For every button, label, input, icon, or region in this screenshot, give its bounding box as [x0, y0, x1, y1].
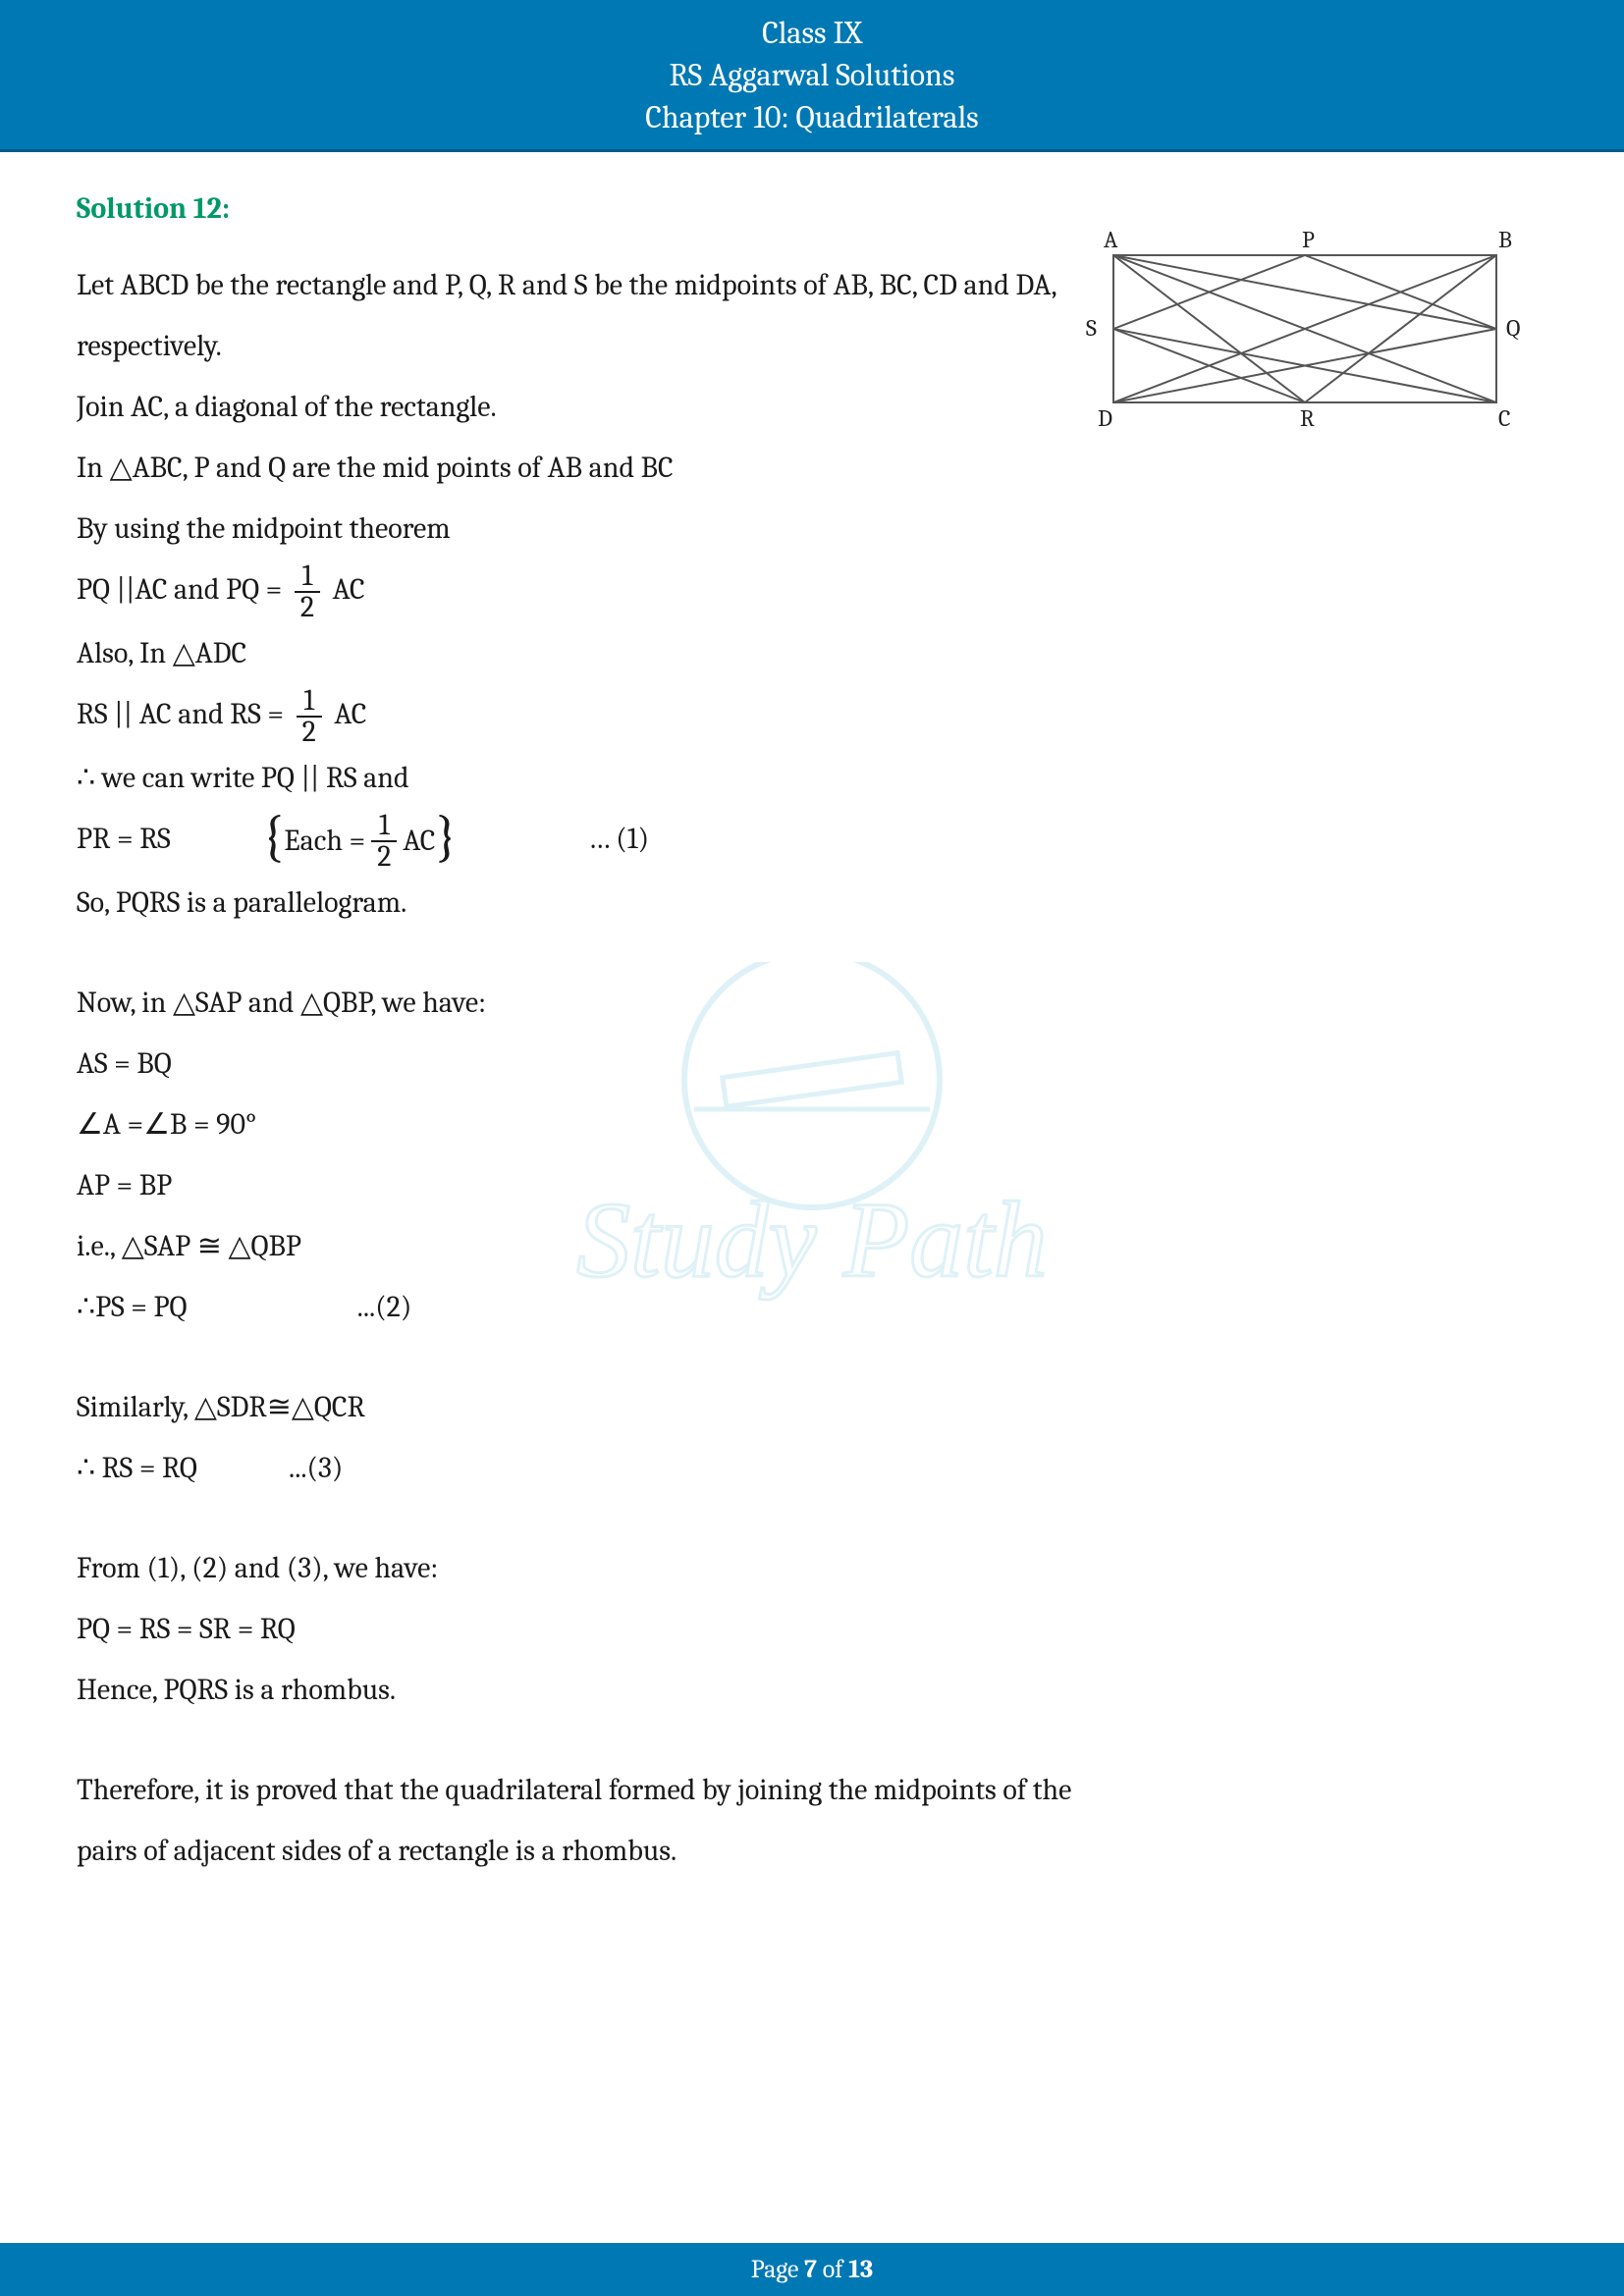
eq-text: ∴PS = PQ [77, 1290, 187, 1324]
fraction: 1 2 [297, 686, 322, 747]
footer-current-page: 7 [804, 2255, 817, 2284]
solution-title: Solution 12: [77, 180, 1547, 239]
equation-line: RS || AC and RS = 1 2 AC [77, 685, 1547, 747]
numerator: 1 [371, 811, 397, 842]
content-area: Solution 12: Let ABCD be the rectangle a… [0, 152, 1624, 1881]
eq-text: AC [403, 812, 435, 871]
text-line: AP = BP [77, 1156, 1547, 1215]
text-line: From (1), (2) and (3), we have: [77, 1539, 1547, 1598]
page-header: Class IX RS Aggarwal Solutions Chapter 1… [0, 0, 1624, 152]
eq-text: AC [334, 697, 366, 731]
text-line: Also, In △ADC [77, 624, 1547, 683]
brace-group: { Each = 1 2 AC } [262, 811, 458, 872]
numerator: 1 [295, 561, 320, 593]
text-line: Hence, PQRS is a rhombus. [77, 1661, 1547, 1720]
text-line: ∴ we can write PQ || RS and [77, 749, 1547, 808]
text-line: Therefore, it is proved that the quadril… [77, 1761, 1547, 1820]
fraction: 1 2 [371, 811, 397, 872]
eq-ref: ...(2) [357, 1290, 412, 1324]
eq-text: RS || AC and RS = [77, 697, 291, 731]
denominator: 2 [295, 593, 320, 622]
footer-prefix: Page [751, 2255, 804, 2284]
equation-line: ∴PS = PQ ...(2) [77, 1278, 1547, 1337]
equation-line: PQ ||AC and PQ = 1 2 AC [77, 561, 1547, 622]
text-line: Now, in △SAP and △QBP, we have: [77, 974, 1547, 1033]
text-line: AS = BQ [77, 1035, 1547, 1094]
eq-ref: ...(3) [289, 1451, 343, 1485]
text-line: Let ABCD be the rectangle and P, Q, R an… [77, 256, 1547, 315]
equation-line: PR = RS { Each = 1 2 AC } … (1) [77, 810, 1547, 872]
eq-text: PQ ||AC and PQ = [77, 572, 289, 607]
text-line: In △ABC, P and Q are the mid points of A… [77, 439, 1547, 498]
eq-ref: … (1) [588, 822, 649, 856]
fraction: 1 2 [295, 561, 320, 622]
text-line: Similarly, △SDR≅△QCR [77, 1378, 1547, 1437]
page-footer: Page 7 of 13 [0, 2243, 1624, 2296]
numerator: 1 [297, 686, 322, 718]
text-line: i.e., △SAP ≅ △QBP [77, 1217, 1547, 1276]
text-line: respectively. [77, 317, 1547, 376]
text-line: ∠A =∠B = 90° [77, 1095, 1547, 1154]
header-line-3: Chapter 10: Quadrilaterals [0, 96, 1624, 138]
eq-text: Each = [284, 812, 365, 871]
text-line: PQ = RS = SR = RQ [77, 1600, 1547, 1659]
text-line: By using the midpoint theorem [77, 500, 1547, 559]
footer-total-pages: 13 [848, 2255, 873, 2284]
footer-mid: of [817, 2255, 848, 2284]
eq-text: ∴ RS = RQ [77, 1451, 197, 1485]
text-line: So, PQRS is a parallelogram. [77, 874, 1547, 933]
text-line: pairs of adjacent sides of a rectangle i… [77, 1822, 1547, 1881]
eq-text: AC [333, 572, 365, 607]
eq-text: PR = RS [77, 822, 171, 856]
header-line-1: Class IX [0, 12, 1624, 54]
text-line: Join AC, a diagonal of the rectangle. [77, 378, 1547, 437]
equation-line: ∴ RS = RQ ...(3) [77, 1439, 1547, 1498]
denominator: 2 [297, 718, 322, 747]
header-line-2: RS Aggarwal Solutions [0, 54, 1624, 96]
denominator: 2 [371, 842, 397, 872]
